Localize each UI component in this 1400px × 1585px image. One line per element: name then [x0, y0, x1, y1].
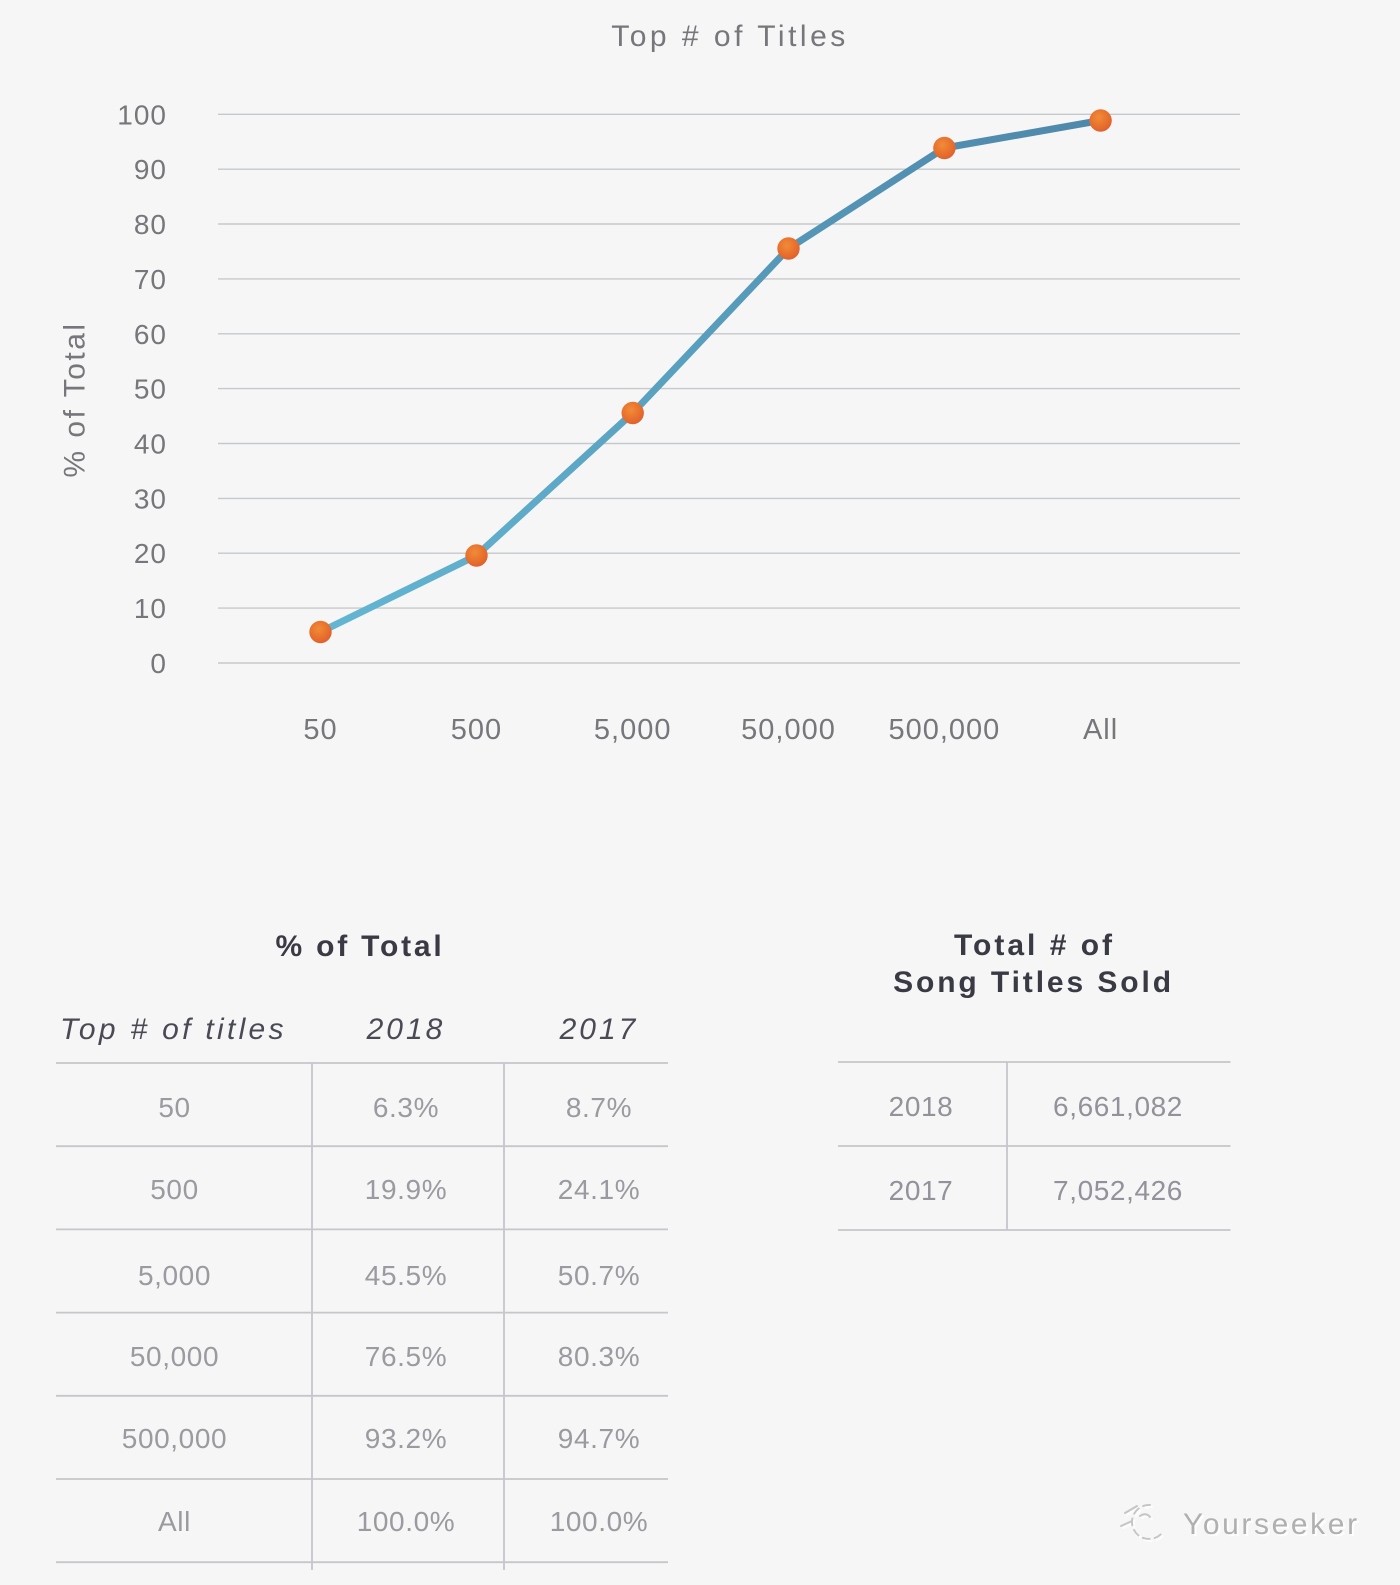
svg-text:Song Titles Sold: Song Titles Sold — [893, 966, 1174, 999]
svg-text:500,000: 500,000 — [122, 1423, 227, 1454]
svg-text:94.7%: 94.7% — [558, 1423, 640, 1454]
svg-text:All: All — [158, 1506, 191, 1537]
svg-text:Top # of Titles: Top # of Titles — [611, 20, 849, 53]
svg-text:7,052,426: 7,052,426 — [1053, 1175, 1183, 1206]
svg-text:80: 80 — [134, 209, 167, 240]
svg-text:2017: 2017 — [889, 1175, 954, 1206]
svg-text:20: 20 — [134, 538, 167, 569]
svg-text:500: 500 — [150, 1174, 199, 1205]
svg-text:50.7%: 50.7% — [558, 1260, 640, 1291]
svg-text:45.5%: 45.5% — [365, 1260, 447, 1291]
svg-text:93.2%: 93.2% — [365, 1423, 447, 1454]
svg-text:% of Total: % of Total — [275, 930, 444, 963]
svg-text:6.3%: 6.3% — [373, 1092, 439, 1123]
svg-text:50,000: 50,000 — [741, 714, 836, 746]
svg-text:100.0%: 100.0% — [357, 1506, 456, 1537]
svg-text:0: 0 — [150, 648, 167, 679]
svg-text:2018: 2018 — [889, 1091, 954, 1122]
svg-text:6,661,082: 6,661,082 — [1053, 1091, 1183, 1122]
svg-text:500,000: 500,000 — [888, 714, 1000, 746]
svg-text:5,000: 5,000 — [138, 1260, 211, 1291]
svg-text:24.1%: 24.1% — [558, 1174, 640, 1205]
svg-text:All: All — [1083, 714, 1118, 746]
svg-text:80.3%: 80.3% — [558, 1341, 640, 1372]
svg-text:100.0%: 100.0% — [550, 1506, 649, 1537]
svg-text:Yourseeker: Yourseeker — [1185, 1510, 1362, 1543]
svg-text:2018: 2018 — [366, 1013, 446, 1046]
svg-text:19.9%: 19.9% — [365, 1174, 447, 1205]
svg-text:50: 50 — [303, 714, 337, 746]
svg-text:500: 500 — [451, 714, 502, 746]
svg-text:30: 30 — [134, 483, 167, 514]
svg-text:100: 100 — [117, 99, 167, 130]
svg-text:60: 60 — [134, 319, 167, 350]
svg-text:76.5%: 76.5% — [365, 1341, 447, 1372]
svg-text:5,000: 5,000 — [594, 714, 672, 746]
svg-text:Total # of: Total # of — [954, 929, 1115, 962]
svg-text:Top # of titles: Top # of titles — [60, 1013, 287, 1046]
svg-text:50: 50 — [158, 1092, 190, 1123]
svg-text:50,000: 50,000 — [130, 1341, 219, 1372]
svg-text:50: 50 — [134, 374, 167, 405]
svg-text:2017: 2017 — [559, 1013, 639, 1046]
svg-text:90: 90 — [134, 154, 167, 185]
svg-text:Yourseeker: Yourseeker — [1183, 1508, 1360, 1541]
svg-text:10: 10 — [134, 593, 167, 624]
svg-text:40: 40 — [134, 429, 167, 460]
svg-text:70: 70 — [134, 264, 167, 295]
svg-text:8.7%: 8.7% — [566, 1092, 632, 1123]
svg-text:% of Total: % of Total — [59, 321, 92, 477]
